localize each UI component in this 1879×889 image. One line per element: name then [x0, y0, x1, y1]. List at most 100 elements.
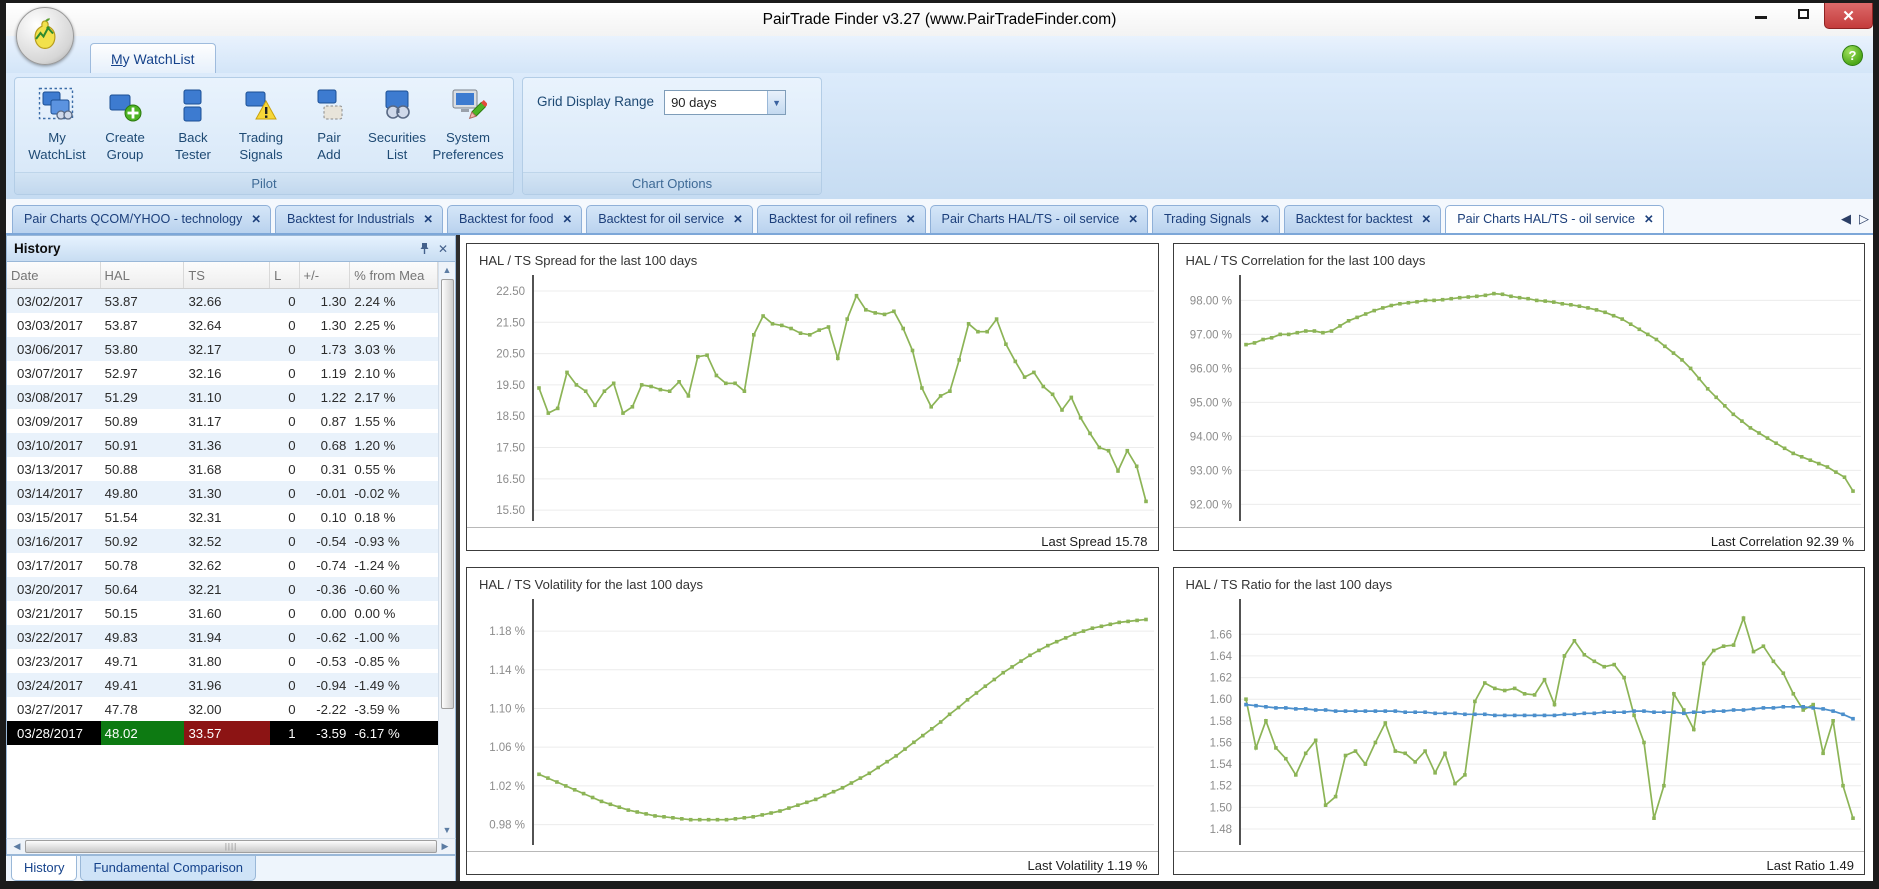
- table-row[interactable]: 03/07/201752.9732.1601.192.10 %: [7, 361, 438, 385]
- table-row[interactable]: 03/23/201749.7131.800-0.53-0.85 %: [7, 649, 438, 673]
- doc-tab-label: Backtest for oil refiners: [769, 212, 897, 226]
- cell: 0.00: [300, 601, 351, 625]
- column-header-l[interactable]: L: [270, 262, 299, 288]
- ribbon: MyWatchListCreateGroupBackTesterTradingS…: [6, 73, 1873, 199]
- doc-tab[interactable]: Pair Charts QCOM/YHOO - technology✕: [12, 205, 271, 233]
- doc-tab[interactable]: Backtest for backtest✕: [1284, 205, 1442, 233]
- column-header-date[interactable]: Date: [7, 262, 101, 288]
- table-row[interactable]: 03/10/201750.9131.3600.681.20 %: [7, 433, 438, 457]
- system-preferences-icon: [449, 86, 487, 126]
- horizontal-scrollbar[interactable]: ◀ |||| ▶: [6, 838, 456, 855]
- table-row[interactable]: 03/17/201750.7832.620-0.74-1.24 %: [7, 553, 438, 577]
- app-logo-pear-icon[interactable]: [16, 7, 74, 65]
- horizontal-scroll-thumb[interactable]: ||||: [25, 840, 437, 853]
- table-row[interactable]: 03/02/201753.8732.6601.302.24 %: [7, 289, 438, 313]
- doc-tab[interactable]: Trading Signals✕: [1152, 205, 1280, 233]
- table-row[interactable]: 03/28/201748.0233.571-3.59-6.17 %: [7, 721, 438, 745]
- scroll-up-icon[interactable]: ▲: [443, 262, 452, 278]
- svg-text:17.50: 17.50: [496, 443, 525, 455]
- close-icon[interactable]: ✕: [251, 212, 261, 226]
- doc-tab[interactable]: Backtest for food✕: [447, 205, 582, 233]
- vertical-scrollbar[interactable]: ▲ ▼: [438, 262, 455, 838]
- cell: 32.66: [184, 289, 270, 313]
- column-header-[interactable]: +/-: [300, 262, 351, 288]
- close-icon[interactable]: ✕: [563, 212, 573, 226]
- tab-scroll-right-icon[interactable]: ▷: [1859, 211, 1869, 227]
- close-button[interactable]: ✕: [1824, 3, 1873, 29]
- close-icon[interactable]: ✕: [423, 212, 433, 226]
- ribbon-button-pair-add[interactable]: PairAdd: [297, 84, 361, 165]
- ribbon-button-back-tester[interactable]: BackTester: [161, 84, 225, 165]
- grid-display-range-value: 90 days: [665, 95, 717, 110]
- bottom-tab-history[interactable]: History: [11, 856, 77, 881]
- minimize-button[interactable]: [1740, 3, 1782, 24]
- vertical-scroll-thumb[interactable]: [441, 279, 454, 709]
- table-row[interactable]: 03/13/201750.8831.6800.310.55 %: [7, 457, 438, 481]
- cell: 50.92: [101, 529, 185, 553]
- cell: 0: [270, 337, 299, 361]
- table-row[interactable]: 03/20/201750.6432.210-0.36-0.60 %: [7, 577, 438, 601]
- ribbon-button-create-group[interactable]: CreateGroup: [93, 84, 157, 165]
- window-title: PairTrade Finder v3.27 (www.PairTradeFin…: [763, 11, 1117, 29]
- cell: 49.71: [101, 649, 185, 673]
- chevron-down-icon[interactable]: ▼: [767, 91, 785, 114]
- table-row[interactable]: 03/03/201753.8732.6401.302.25 %: [7, 313, 438, 337]
- scroll-right-icon[interactable]: ▶: [437, 841, 453, 852]
- cell: 53.87: [101, 289, 185, 313]
- table-row[interactable]: 03/27/201747.7832.000-2.22-3.59 %: [7, 697, 438, 721]
- table-row[interactable]: 03/15/201751.5432.3100.100.18 %: [7, 505, 438, 529]
- ribbon-button-system-preferences[interactable]: SystemPreferences: [433, 84, 503, 165]
- doc-tab[interactable]: Backtest for oil refiners ✕: [757, 205, 926, 233]
- help-button[interactable]: ?: [1842, 45, 1863, 66]
- tab-my-watchlist[interactable]: My WatchList: [90, 43, 216, 73]
- history-panel-header: History ✕: [6, 235, 456, 262]
- grid-display-range-select[interactable]: 90 days ▼: [664, 90, 786, 115]
- chart-last-value: Last Volatility 1.19 %: [467, 851, 1158, 875]
- table-row[interactable]: 03/16/201750.9232.520-0.54-0.93 %: [7, 529, 438, 553]
- panel-close-icon[interactable]: ✕: [438, 242, 448, 256]
- scroll-down-icon[interactable]: ▼: [443, 822, 452, 838]
- scroll-left-icon[interactable]: ◀: [9, 841, 25, 852]
- table-row[interactable]: 03/08/201751.2931.1001.222.17 %: [7, 385, 438, 409]
- close-icon[interactable]: ✕: [733, 212, 743, 226]
- maximize-button[interactable]: [1782, 3, 1824, 24]
- svg-text:21.50: 21.50: [496, 317, 525, 329]
- cell: 47.78: [101, 697, 185, 721]
- table-row[interactable]: 03/06/201753.8032.1701.733.03 %: [7, 337, 438, 361]
- ribbon-button-securities-list[interactable]: SecuritiesList: [365, 84, 429, 165]
- table-row[interactable]: 03/22/201749.8331.940-0.62-1.00 %: [7, 625, 438, 649]
- doc-tab[interactable]: Pair Charts HAL/TS - oil service✕: [930, 205, 1148, 233]
- ribbon-button-my-watchlist[interactable]: MyWatchList: [25, 84, 89, 165]
- pin-icon[interactable]: [419, 242, 430, 255]
- table-row[interactable]: 03/09/201750.8931.1700.871.55 %: [7, 409, 438, 433]
- tab-scroll-left-icon[interactable]: ◀: [1841, 211, 1851, 227]
- bottom-tab-fundamental-comparison[interactable]: Fundamental Comparison: [80, 856, 256, 881]
- doc-tab[interactable]: Backtest for Industrials✕: [275, 205, 443, 233]
- svg-text:18.50: 18.50: [496, 411, 525, 423]
- close-icon[interactable]: ✕: [1644, 212, 1654, 226]
- column-header-frommea[interactable]: % from Mea: [350, 262, 438, 288]
- close-icon[interactable]: ✕: [906, 212, 916, 226]
- cell: 0: [270, 673, 299, 697]
- cell: 0.55 %: [350, 457, 438, 481]
- close-icon[interactable]: ✕: [1128, 212, 1138, 226]
- column-header-ts[interactable]: TS: [184, 262, 270, 288]
- svg-text:16.50: 16.50: [496, 474, 525, 486]
- ribbon-button-label: Pair: [317, 129, 340, 146]
- doc-tab[interactable]: Backtest for oil service✕: [586, 205, 753, 233]
- chart-last-value: Last Spread 15.78: [467, 527, 1158, 551]
- table-row[interactable]: 03/14/201749.8031.300-0.01-0.02 %: [7, 481, 438, 505]
- column-header-hal[interactable]: HAL: [101, 262, 185, 288]
- ribbon-button-trading-signals[interactable]: TradingSignals: [229, 84, 293, 165]
- ribbon-button-label: WatchList: [28, 146, 85, 163]
- svg-text:97.00 %: 97.00 %: [1189, 329, 1231, 341]
- table-row[interactable]: 03/21/201750.1531.6000.000.00 %: [7, 601, 438, 625]
- close-icon[interactable]: ✕: [1422, 212, 1432, 226]
- table-row[interactable]: 03/24/201749.4131.960-0.94-1.49 %: [7, 673, 438, 697]
- close-icon[interactable]: ✕: [1260, 212, 1270, 226]
- cell: 03/28/2017: [7, 721, 101, 745]
- cell: 0: [270, 433, 299, 457]
- cell: 50.91: [101, 433, 185, 457]
- cell: 0: [270, 385, 299, 409]
- doc-tab[interactable]: Pair Charts HAL/TS - oil service✕: [1445, 205, 1663, 233]
